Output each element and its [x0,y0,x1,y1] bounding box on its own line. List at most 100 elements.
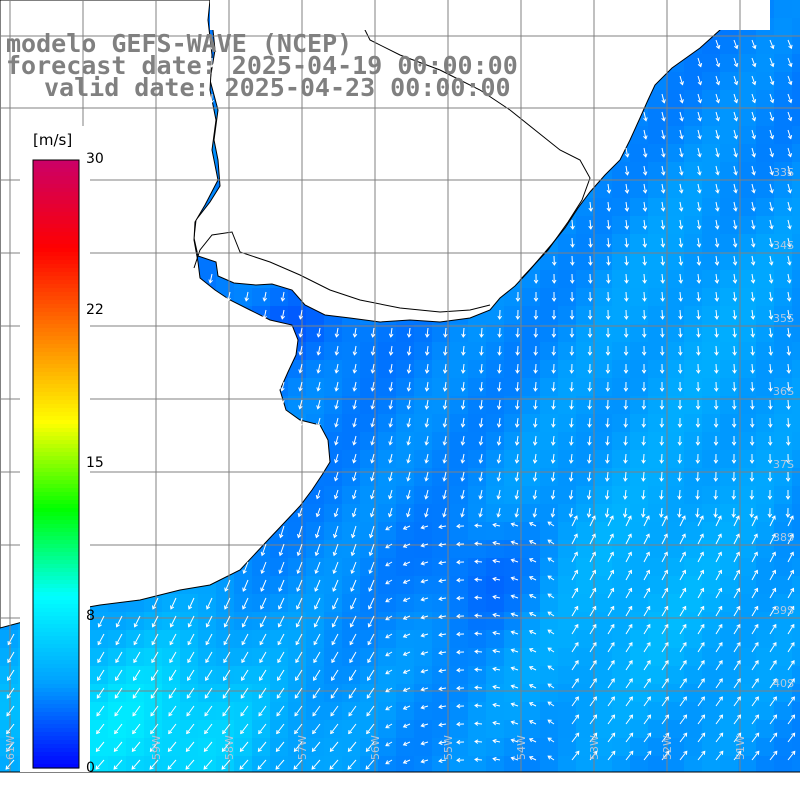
wind-arrow [695,453,701,464]
wind-arrow [751,165,756,176]
wind-arrow [695,471,700,482]
wind-arrow [679,732,688,743]
wind-arrow [751,533,758,545]
wind-arrow [438,614,447,619]
wind-arrow [697,551,704,563]
wind-arrow [733,623,741,635]
wind-arrow [316,345,321,356]
wind-arrow [438,578,447,583]
wind-arrow [660,255,666,266]
wind-arrow [551,273,557,284]
wind-arrow [623,471,628,482]
wind-arrow [569,273,575,284]
wind-arrow [624,237,629,248]
wind-arrow [348,705,357,717]
wind-arrow [460,417,466,428]
wind-arrow [733,551,740,563]
wind-arrow [732,255,738,266]
wind-arrow [551,309,557,320]
wind-arrow [640,507,646,518]
wind-arrow [366,723,375,735]
wind-arrow [424,435,429,446]
wind-arrow [385,525,393,531]
wind-arrow [492,756,501,762]
wind-arrow [606,201,612,212]
wind-arrow [715,714,724,725]
wind-arrow [510,576,519,581]
wind-arrow [295,615,303,628]
wind-arrow [661,750,670,761]
wind-arrow [625,515,632,527]
wind-arrow [715,533,722,545]
wind-arrow [750,237,756,248]
wind-arrow [5,741,15,753]
wind-arrow [589,551,596,563]
wind-arrow [208,273,213,284]
wind-arrow [787,660,795,671]
wind-arrow [641,363,647,374]
wind-arrow [316,363,321,374]
wind-arrow [587,327,593,338]
wind-arrow [713,489,718,500]
wind-arrow [114,723,123,735]
wind-arrow [733,569,741,581]
wind-arrow [661,660,669,671]
wind-arrow [589,515,596,527]
wind-arrow [568,453,574,464]
wind-arrow [492,540,501,546]
wind-arrow [769,39,775,50]
wind-arrow [260,579,267,592]
wind-arrow [456,577,465,583]
wind-arrow [589,569,597,581]
wind-arrow [350,597,357,610]
wind-arrow [733,201,738,212]
wind-arrow [402,759,411,764]
wind-arrow [769,183,774,194]
wind-arrow [643,515,650,527]
wind-arrow [206,597,213,610]
wind-arrow [623,399,629,410]
graticule-labels: 33S34S35S36S37S38S39S40S61W60W59W58W57W5… [4,166,794,760]
wind-arrow [715,587,723,599]
wind-arrow [385,543,393,549]
wind-arrow [642,237,648,248]
wind-arrow [334,363,339,374]
wind-arrow [334,381,339,392]
wind-arrow [276,687,285,699]
wind-arrow [768,327,774,338]
wind-arrow [474,559,483,564]
wind-arrow [786,309,792,320]
wind-arrow [532,507,538,518]
wind-arrow [533,363,538,374]
wind-arrow [625,732,634,743]
wind-arrow [350,561,357,575]
wind-arrow [607,750,616,761]
wind-arrow [167,741,177,753]
wind-arrow [224,579,231,592]
wind-arrow [624,291,629,302]
wind-arrow [769,93,775,104]
wind-arrow [589,714,598,725]
wind-arrow [293,741,303,753]
wind-arrow [587,435,592,446]
wind-arrow [713,435,719,446]
wind-arrow [187,669,195,681]
wind-arrow [204,723,213,735]
wind-arrow [695,399,701,410]
wind-arrow [244,291,249,302]
lat-label-37S: 37S [773,458,794,471]
wind-arrow [365,741,375,753]
colorbar-tick-22: 22 [86,302,104,318]
wind-arrow [787,605,795,617]
wind-arrow [388,489,393,500]
wind-arrow [370,399,375,410]
wind-arrow [510,558,519,563]
wind-arrow [769,732,778,743]
wind-arrow [769,605,777,617]
wind-arrow [97,651,105,664]
wind-arrow [714,345,719,356]
wind-arrow [607,587,615,599]
wind-arrow [587,417,592,428]
wind-arrow [695,381,701,392]
wind-arrow [420,759,429,764]
